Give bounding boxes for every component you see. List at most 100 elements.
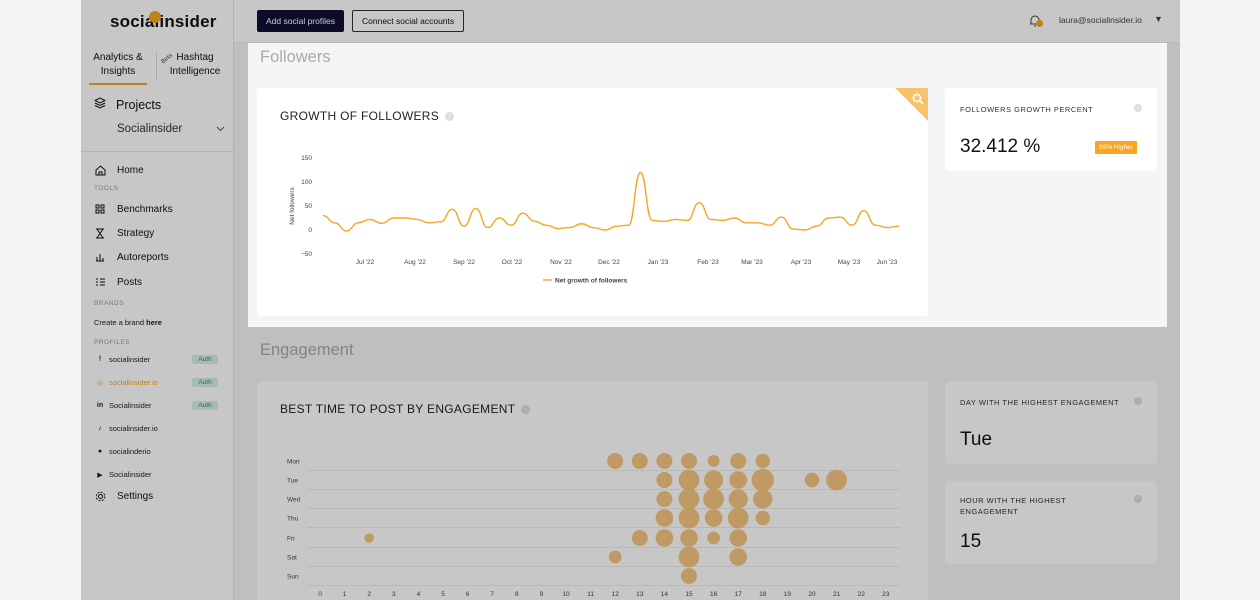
projects-header[interactable]: Projects (93, 96, 161, 114)
engagement-section-title: Engagement (260, 341, 354, 359)
engagement-bubble[interactable] (727, 507, 749, 529)
profile-item[interactable]: ● socialinderio (97, 447, 151, 456)
highest-engagement-hour-card: HOUR WITH THE HIGHEST ENGAGEMENT i 15 (945, 481, 1157, 564)
info-icon[interactable]: i (1134, 104, 1142, 112)
info-icon[interactable]: i (445, 112, 455, 122)
engagement-bubble[interactable] (655, 529, 674, 547)
engagement-bubble[interactable] (729, 471, 747, 489)
x-tick-label: Apr '23 (791, 259, 812, 266)
engagement-bubble[interactable] (755, 453, 770, 469)
column-label: 17 (735, 591, 743, 598)
sidebar-item-autoreports[interactable]: Autoreports (94, 251, 169, 263)
notification-badge (1036, 20, 1043, 27)
engagement-bubble[interactable] (730, 453, 747, 469)
column-label: 22 (858, 591, 866, 598)
engagement-bubble[interactable] (728, 489, 748, 509)
column-label: 1 (343, 591, 347, 598)
kpi-label: HOUR WITH THE HIGHEST ENGAGEMENT (960, 496, 1067, 516)
profile-item[interactable]: ▶ Socialinsider (97, 470, 152, 479)
profile-item[interactable]: f socialinsider Auth (96, 355, 218, 364)
x-tick-label: Nov '22 (550, 259, 572, 266)
engagement-bubble[interactable] (755, 510, 770, 526)
y-tick-label: 100 (301, 179, 312, 186)
profile-item[interactable]: ◎ socialinsider.io Auth (96, 378, 218, 387)
engagement-bubble[interactable] (729, 548, 747, 566)
x-tick-label: May '23 (838, 259, 861, 266)
engagement-bubble[interactable] (826, 469, 847, 491)
info-icon[interactable]: i (1134, 397, 1142, 405)
engagement-bubble[interactable] (704, 470, 724, 490)
hourglass-icon (94, 227, 106, 239)
logo: socialinsider (110, 12, 217, 31)
column-label: 4 (417, 591, 421, 598)
auth-badge: Auth (192, 378, 218, 387)
engagement-bubble[interactable] (703, 488, 724, 510)
add-social-profiles-button[interactable]: Add social profiles (257, 10, 344, 32)
x-tick-label: Aug '22 (404, 259, 426, 266)
create-brand-link[interactable]: here (146, 318, 162, 327)
engagement-bubble[interactable] (678, 469, 700, 491)
engagement-bubble[interactable] (678, 488, 700, 510)
engagement-bubble[interactable] (655, 509, 674, 527)
search-corner-icon[interactable] (895, 88, 928, 121)
engagement-bubble[interactable] (804, 472, 820, 488)
engagement-bubble[interactable] (707, 531, 720, 545)
sidebar-item-posts[interactable]: Posts (94, 276, 142, 288)
kpi-value: 15 (960, 531, 982, 552)
engagement-bubble[interactable] (680, 529, 698, 547)
engagement-bubble[interactable] (751, 468, 774, 492)
engagement-bubble[interactable] (681, 453, 697, 469)
sidebar-item-home[interactable]: Home (94, 164, 144, 176)
engagement-bubble[interactable] (681, 568, 697, 584)
engagement-bubble[interactable] (364, 533, 374, 543)
engagement-bubble[interactable] (631, 530, 648, 546)
tools-section-label: TOOLS (94, 185, 119, 192)
top-bar: Add social profiles Connect social accou… (234, 0, 1180, 43)
auth-badge: Auth (192, 355, 218, 364)
engagement-bubble[interactable] (656, 472, 673, 488)
sidebar-item-strategy[interactable]: Strategy (94, 227, 154, 239)
sidebar-item-benchmarks[interactable]: Benchmarks (94, 203, 173, 215)
engagement-bubble[interactable] (631, 453, 648, 469)
profile-item[interactable]: ♪ socialinsider.io (96, 424, 218, 433)
engagement-bubble[interactable] (607, 453, 624, 469)
user-email[interactable]: laura@socialinsider.io (1059, 15, 1142, 25)
linkedin-icon: in (96, 402, 104, 409)
tab-analytics-insights[interactable]: Analytics & Insights (89, 51, 147, 85)
tab-hashtag-intelligence[interactable]: Hashtag Intelligence (169, 52, 221, 77)
engagement-bubble[interactable] (656, 453, 673, 469)
column-label: 8 (515, 591, 519, 598)
column-label: 0 (318, 591, 322, 598)
chevron-down-icon (216, 123, 225, 135)
connect-social-accounts-button[interactable]: Connect social accounts (352, 10, 465, 32)
workspace-select[interactable]: Socialinsider (117, 123, 225, 135)
engagement-bubble[interactable] (678, 507, 700, 529)
tiktok-icon: ♪ (98, 425, 102, 432)
engagement-bubble[interactable] (753, 489, 773, 509)
column-label: 10 (562, 591, 570, 598)
grid-icon (94, 203, 106, 215)
info-icon[interactable]: i (521, 405, 531, 415)
engagement-bubble[interactable] (608, 550, 622, 564)
series-line (322, 171, 900, 232)
x-tick-label: Oct '22 (502, 259, 523, 266)
engagement-bubble[interactable] (656, 491, 673, 507)
sidebar: socialinsider Analytics & Insights Beta … (81, 0, 234, 600)
sidebar-item-label: Settings (117, 490, 154, 502)
kpi-label: DAY WITH THE HIGHEST ENGAGEMENT (960, 398, 1120, 407)
profile-item[interactable]: in Socialinsider Auth (96, 401, 218, 410)
engagement-bubble[interactable] (707, 455, 720, 467)
x-tick-label: Jan '23 (648, 259, 669, 266)
column-label: 21 (833, 591, 841, 598)
row-label: Wed (287, 497, 301, 504)
info-icon[interactable]: i (1134, 495, 1142, 503)
caret-down-icon[interactable]: ▼ (1154, 14, 1163, 24)
column-label: 13 (636, 591, 644, 598)
engagement-bubble[interactable] (729, 529, 747, 547)
engagement-bubble[interactable] (678, 546, 700, 568)
x-tick-label: Feb '23 (697, 259, 719, 266)
sidebar-item-settings[interactable]: Settings (94, 490, 153, 502)
engagement-bubble[interactable] (704, 509, 723, 527)
create-brand-text: Create a brand here (94, 318, 162, 327)
bar-chart-icon (94, 251, 106, 263)
